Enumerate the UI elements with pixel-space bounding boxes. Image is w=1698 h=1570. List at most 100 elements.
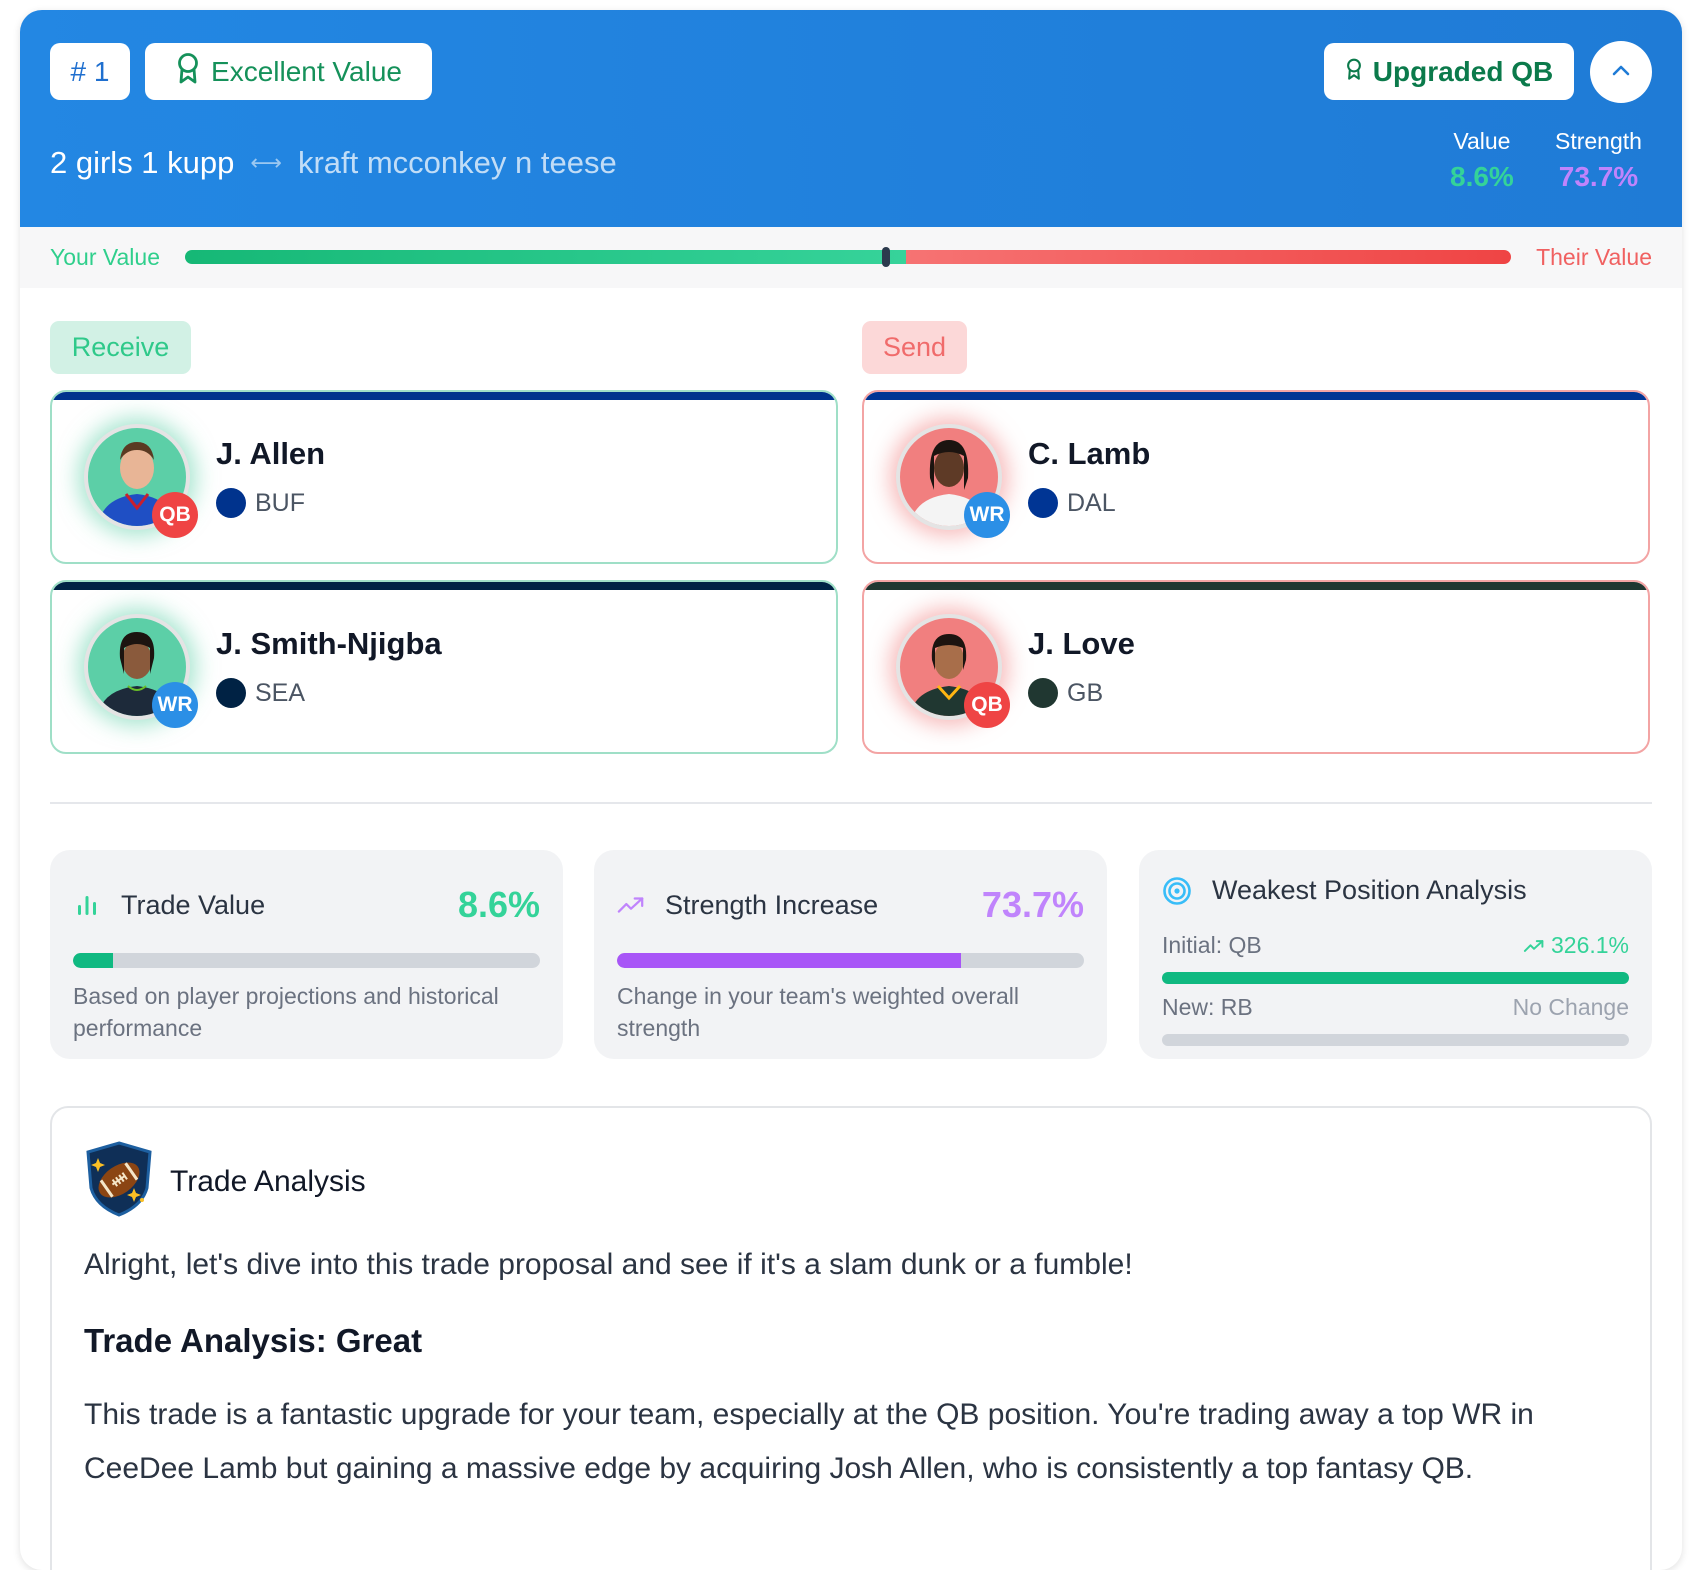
analysis-heading: Trade Analysis: Great (84, 1322, 423, 1359)
trade-value-fill (73, 953, 114, 968)
tag-badge: Upgraded QB (1324, 43, 1574, 100)
team-color-bar (52, 392, 836, 400)
new-position-row: New: RB No Change (1162, 994, 1629, 1021)
team-color-dot (1028, 488, 1058, 518)
position-badge: WR (964, 492, 1010, 538)
player-name: J. Love (1028, 626, 1135, 661)
player-avatar: QB (84, 424, 198, 538)
player-team: DAL (1028, 488, 1116, 518)
initial-position-row: Initial: QB 326.1% (1162, 932, 1629, 959)
collapse-button[interactable] (1590, 41, 1652, 103)
value-comparison-bar: Your Value Their Value (20, 227, 1682, 288)
player-photo (896, 614, 1002, 720)
analysis-title: Trade Analysis (170, 1164, 366, 1198)
team-color-bar (864, 582, 1648, 590)
trade-analysis-panel: Trade Analysis Alright, let's dive into … (50, 1106, 1652, 1570)
player-name: J. Smith-Njigba (216, 626, 442, 661)
team-color-bar (52, 582, 836, 590)
weakest-position-header: Weakest Position Analysis (1162, 875, 1527, 906)
position-badge: QB (152, 492, 198, 538)
your-value-label: Your Value (50, 244, 160, 270)
player-avatar: QB (896, 614, 1010, 728)
header-strength-number: 73.7% (1558, 161, 1639, 192)
analysis-body: This trade is a fantastic upgrade for yo… (84, 1398, 1534, 1485)
my-team-name: 2 girls 1 kupp (50, 145, 235, 180)
player-name: C. Lamb (1028, 436, 1151, 471)
bar-chart-icon (73, 891, 101, 919)
header-strength-stat: Strength 73.7% (1555, 128, 1642, 193)
team-abbr: DAL (1067, 488, 1116, 517)
trade-value-description: Based on player projections and historic… (73, 983, 499, 1041)
their-team-name: kraft mcconkey n teese (297, 145, 617, 180)
trending-up-icon (617, 891, 645, 919)
weakest-position-title: Weakest Position Analysis (1212, 875, 1527, 905)
initial-position-label: Initial: QB (1162, 932, 1262, 958)
award-icon (175, 52, 201, 91)
section-divider (50, 802, 1652, 804)
trending-up-icon (1523, 932, 1545, 959)
your-value-fill (185, 250, 907, 264)
trade-value-number: 8.6% (457, 884, 540, 925)
send-label-text: Send (882, 332, 947, 362)
new-position-bar (1162, 1034, 1629, 1046)
initial-change-value: 326.1% (1550, 932, 1629, 958)
trade-title: 2 girls 1 kupp ⟷ kraft mcconkey n teese (50, 145, 617, 181)
football-shield-icon (84, 1140, 154, 1223)
player-avatar: WR (896, 424, 1010, 538)
player-card-send-1[interactable]: WR C. Lamb DAL (862, 390, 1650, 564)
analysis-header: Trade Analysis (84, 1140, 366, 1223)
player-card-receive-1[interactable]: QB J. Allen BUF (50, 390, 838, 564)
trade-value-progress (73, 953, 540, 968)
swap-arrows-icon: ⟷ (250, 150, 282, 175)
trade-value-title: Trade Value (121, 889, 266, 920)
trade-card: # 1 Excellent Value Upgraded QB 2 girls … (20, 10, 1682, 1570)
player-team: BUF (216, 488, 305, 518)
player-team: SEA (216, 678, 305, 708)
player-team: GB (1028, 678, 1103, 708)
strength-number: 73.7% (981, 884, 1084, 925)
initial-position-bar (1162, 972, 1629, 984)
their-value-fill (906, 250, 1511, 264)
player-card-send-2[interactable]: QB J. Love GB (862, 580, 1650, 754)
value-bar-track (185, 250, 1511, 264)
header-value-label: Value (1453, 128, 1511, 154)
initial-change: 326.1% (1523, 932, 1629, 959)
target-icon (1162, 876, 1192, 906)
team-color-dot (216, 488, 246, 518)
team-abbr: BUF (255, 488, 305, 517)
new-position-label: New: RB (1162, 994, 1253, 1020)
rating-label: Excellent Value (211, 55, 402, 87)
team-abbr: SEA (255, 678, 306, 707)
rank-badge: # 1 (50, 43, 130, 100)
header-strength-label: Strength (1555, 128, 1642, 154)
header-value-number: 8.6% (1450, 161, 1514, 192)
team-color-dot (1028, 678, 1058, 708)
analysis-intro: Alright, let's dive into this trade prop… (84, 1248, 1133, 1281)
receive-label-text: Receive (71, 332, 170, 362)
position-badge: WR (152, 682, 198, 728)
header-value-stat: Value 8.6% (1450, 128, 1514, 193)
team-color-dot (216, 678, 246, 708)
strength-progress (617, 953, 1084, 968)
team-abbr: GB (1067, 678, 1104, 707)
trade-header: # 1 Excellent Value Upgraded QB 2 girls … (20, 10, 1682, 227)
chevron-up-icon (1611, 63, 1631, 82)
new-change-value: No Change (1512, 994, 1629, 1020)
rank-text: # 1 (70, 55, 110, 87)
player-avatar: WR (84, 614, 198, 728)
receive-label: Receive (50, 321, 191, 374)
position-badge: QB (964, 682, 1010, 728)
trade-value-header: Trade Value 8.6% (73, 884, 540, 926)
award-icon (1345, 56, 1363, 88)
player-photo (84, 424, 190, 530)
trade-value-card: Trade Value 8.6% Based on player project… (50, 850, 563, 1059)
strength-increase-card: Strength Increase 73.7% Change in your t… (594, 850, 1107, 1059)
team-color-bar (864, 392, 1648, 400)
strength-header: Strength Increase 73.7% (617, 884, 1084, 926)
tag-label: Upgraded QB (1372, 55, 1554, 87)
weakest-position-card: Weakest Position Analysis Initial: QB 32… (1139, 850, 1652, 1059)
player-card-receive-2[interactable]: WR J. Smith-Njigba SEA (50, 580, 838, 754)
value-bar-marker (882, 247, 890, 267)
send-label: Send (862, 321, 967, 374)
strength-title: Strength Increase (665, 889, 879, 920)
